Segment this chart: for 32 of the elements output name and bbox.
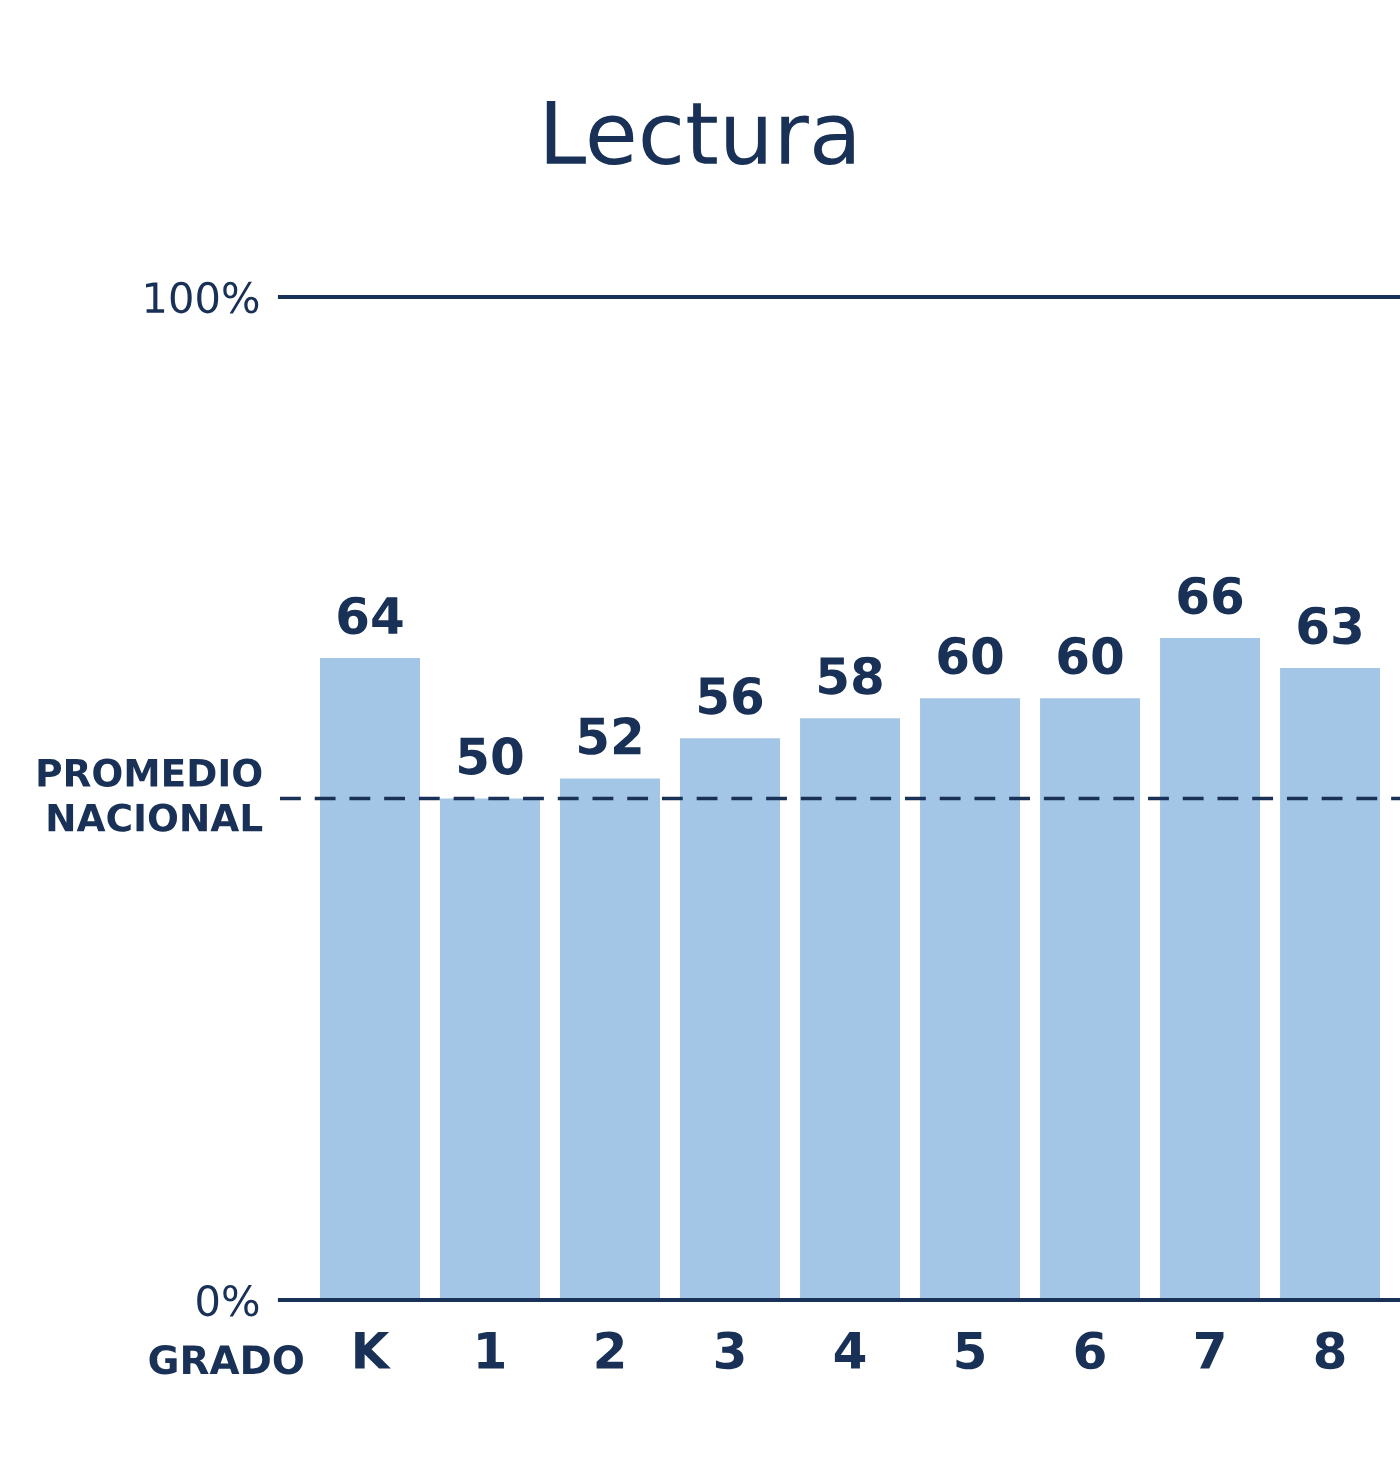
data-label: 50 [459, 737, 523, 775]
x-axis-title: GRADO [149, 1345, 303, 1375]
data-label: 56 [699, 676, 763, 715]
bar [1280, 668, 1381, 1300]
x-tick-label: 4 [834, 1332, 866, 1369]
x-tick-label: K [355, 1332, 391, 1369]
bar [920, 698, 1021, 1300]
chart-title: Lectura [546, 100, 854, 165]
bar [1160, 637, 1261, 1300]
data-label: 52 [579, 717, 641, 755]
bar [680, 738, 780, 1300]
bar [440, 798, 540, 1300]
data-label: 63 [1298, 606, 1361, 645]
data-label: 58 [819, 656, 882, 695]
x-tick-label: 2 [596, 1331, 624, 1369]
y-tick-label: 0% [197, 1284, 259, 1317]
bar [1040, 698, 1141, 1300]
data-label: 66 [1178, 576, 1243, 615]
x-tick-label: 7 [1195, 1332, 1224, 1369]
x-tick-label: 8 [1315, 1331, 1345, 1370]
y-tick-label: 100% [146, 281, 259, 314]
bar [320, 658, 420, 1300]
x-tick-label: 1 [478, 1332, 504, 1369]
ref-line-label: PROMEDIO NACIONAL [38, 758, 263, 832]
data-label: 64 [338, 596, 403, 635]
x-tick-label: 6 [1075, 1331, 1105, 1370]
x-tick-label: 5 [956, 1332, 984, 1370]
data-label: 60 [938, 636, 1003, 675]
bar [560, 778, 660, 1300]
data-label: 60 [1058, 636, 1123, 675]
bar [800, 718, 900, 1300]
x-tick-label: 3 [715, 1331, 744, 1370]
